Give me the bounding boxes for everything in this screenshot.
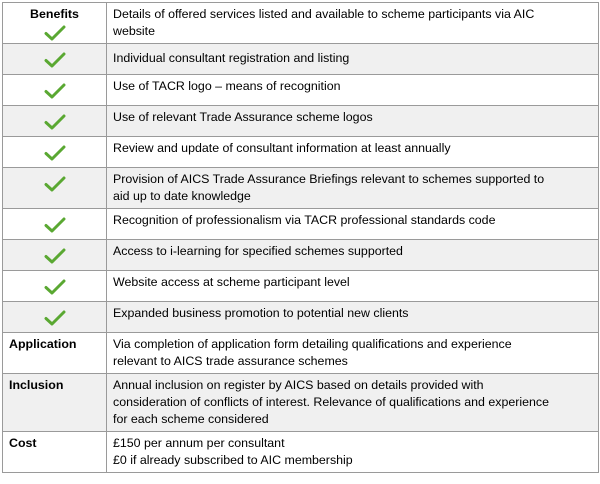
- check-icon: [3, 83, 106, 99]
- check-cell: [2, 239, 107, 271]
- benefit-line: Individual consultant registration and l…: [113, 51, 350, 65]
- benefit-line: Recognition of professionalism via TACR …: [113, 213, 496, 227]
- benefit-line: aid up to date knowledge: [113, 189, 251, 203]
- application-line: relevant to AICS trade assurance schemes: [113, 354, 348, 368]
- benefit-text: Access to i-learning for specified schem…: [106, 239, 599, 271]
- check-icon: [3, 176, 106, 192]
- check-cell: [2, 208, 107, 240]
- benefit-text: Recognition of professionalism via TACR …: [106, 208, 599, 240]
- benefit-line: Website access at scheme participant lev…: [113, 275, 350, 289]
- check-cell: [2, 167, 107, 209]
- check-cell: [2, 43, 107, 75]
- inclusion-line: Annual inclusion on register by AICS bas…: [113, 378, 484, 392]
- table-row: Recognition of professionalism via TACR …: [2, 208, 599, 240]
- benefits-header-cell: Benefits: [2, 2, 107, 44]
- cost-heading: Cost: [2, 431, 107, 473]
- inclusion-line: consideration of conflicts of interest. …: [113, 395, 549, 409]
- cost-line: £150 per annum per consultant: [113, 436, 285, 450]
- table-row: Access to i-learning for specified schem…: [2, 239, 599, 271]
- table-row: Website access at scheme participant lev…: [2, 270, 599, 302]
- check-cell: [2, 270, 107, 302]
- benefits-table: Benefits Details of offered services lis…: [2, 2, 599, 473]
- table-row: Inclusion Annual inclusion on register b…: [2, 373, 599, 432]
- benefit-line: Review and update of consultant informat…: [113, 141, 451, 155]
- benefit-text: Review and update of consultant informat…: [106, 136, 599, 168]
- check-cell: [2, 74, 107, 106]
- benefit-text: Website access at scheme participant lev…: [106, 270, 599, 302]
- check-cell: [2, 301, 107, 333]
- benefit-line: Expanded business promotion to potential…: [113, 306, 409, 320]
- check-icon: [3, 145, 106, 161]
- benefit-text: Provision of AICS Trade Assurance Briefi…: [106, 167, 599, 209]
- application-heading: Application: [2, 332, 107, 374]
- benefit-line: Access to i-learning for specified schem…: [113, 244, 403, 258]
- table-row: Use of relevant Trade Assurance scheme l…: [2, 105, 599, 137]
- benefit-text: Details of offered services listed and a…: [106, 2, 599, 44]
- check-icon: [3, 114, 106, 130]
- cost-text: £150 per annum per consultant £0 if alre…: [106, 431, 599, 473]
- benefit-text: Use of relevant Trade Assurance scheme l…: [106, 105, 599, 137]
- inclusion-heading: Inclusion: [2, 373, 107, 432]
- check-cell: [2, 105, 107, 137]
- table-row: Individual consultant registration and l…: [2, 43, 599, 75]
- check-icon: [3, 217, 106, 233]
- benefit-line: Use of relevant Trade Assurance scheme l…: [113, 110, 373, 124]
- check-icon: [3, 23, 106, 43]
- check-icon: [3, 52, 106, 68]
- table-row: Provision of AICS Trade Assurance Briefi…: [2, 167, 599, 209]
- check-icon: [3, 248, 106, 264]
- benefit-line: Use of TACR logo – means of recognition: [113, 79, 341, 93]
- table-row: Application Via completion of applicatio…: [2, 332, 599, 374]
- table-row: Cost £150 per annum per consultant £0 if…: [2, 431, 599, 473]
- application-text: Via completion of application form detai…: [106, 332, 599, 374]
- benefit-line: Provision of AICS Trade Assurance Briefi…: [113, 172, 545, 186]
- benefit-line: Details of offered services listed and a…: [113, 7, 535, 21]
- application-line: Via completion of application form detai…: [113, 337, 512, 351]
- check-cell: [2, 136, 107, 168]
- table-row: Use of TACR logo – means of recognition: [2, 74, 599, 106]
- check-icon: [3, 310, 106, 326]
- cost-line: £0 if already subscribed to AIC membersh…: [113, 453, 353, 467]
- table-row: Review and update of consultant informat…: [2, 136, 599, 168]
- benefit-text: Individual consultant registration and l…: [106, 43, 599, 75]
- table-row: Expanded business promotion to potential…: [2, 301, 599, 333]
- benefits-heading: Benefits: [30, 7, 79, 21]
- benefit-text: Use of TACR logo – means of recognition: [106, 74, 599, 106]
- inclusion-line: for each scheme considered: [113, 412, 269, 426]
- inclusion-text: Annual inclusion on register by AICS bas…: [106, 373, 599, 432]
- table-row: Benefits Details of offered services lis…: [2, 2, 599, 44]
- benefit-text: Expanded business promotion to potential…: [106, 301, 599, 333]
- benefit-line: website: [113, 24, 156, 38]
- check-icon: [3, 279, 106, 295]
